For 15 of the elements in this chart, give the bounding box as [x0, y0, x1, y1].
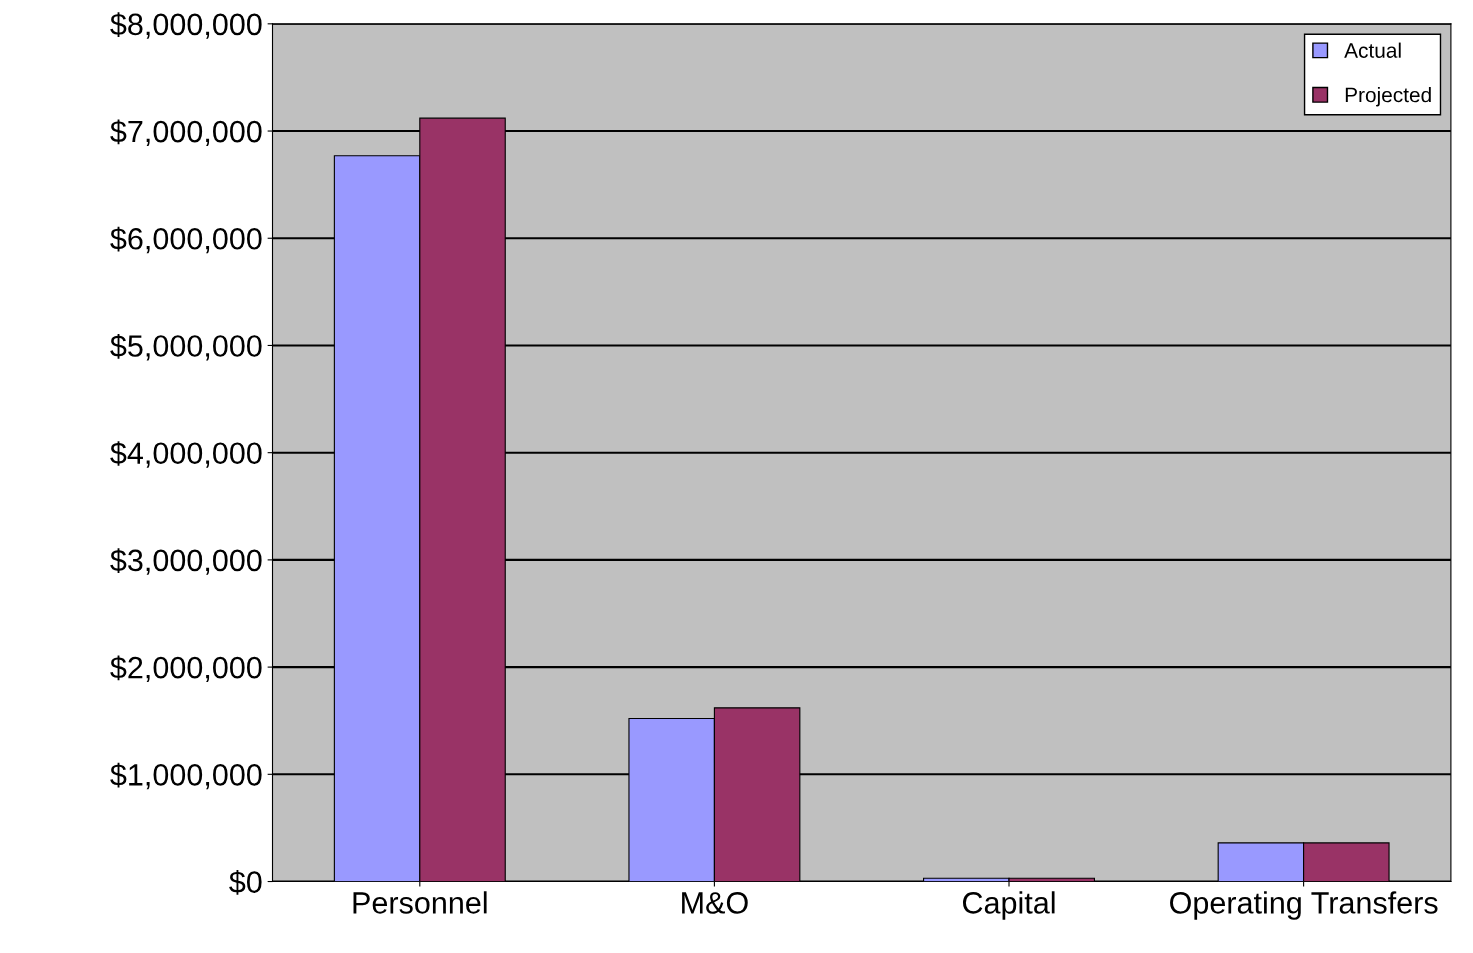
- x-tick-label: M&O: [682, 892, 748, 914]
- y-tick-label: $8,000,000: [110, 12, 262, 39]
- y-tick-label: $5,000,000: [110, 333, 262, 361]
- x-tick-label: Operating Transfers: [1170, 891, 1438, 920]
- y-tick-label: $4,000,000: [110, 441, 262, 468]
- legend-label: Projected: [1345, 87, 1431, 107]
- y-tick-label: $3,000,000: [110, 548, 262, 575]
- legend-label: Actual: [1344, 42, 1401, 58]
- y-tick-label: $2,000,000: [110, 655, 262, 683]
- x-tick-label: Capital: [963, 891, 1055, 920]
- x-tick-label: Personnel: [353, 891, 487, 914]
- y-tick-label: $7,000,000: [110, 119, 262, 147]
- y-tick-label: $0: [229, 869, 262, 895]
- y-tick-label: $6,000,000: [110, 226, 262, 254]
- y-tick-label: $1,000,000: [110, 762, 262, 790]
